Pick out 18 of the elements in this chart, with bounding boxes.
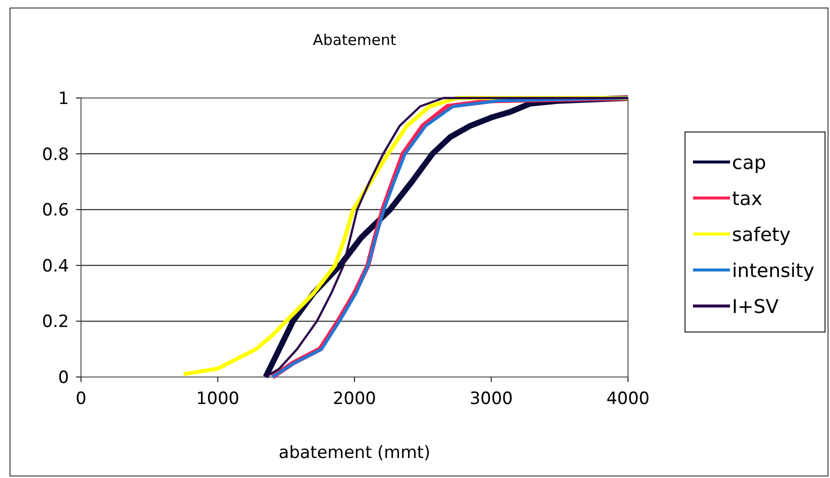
x-axis-title: abatement (mmt) (278, 443, 430, 463)
x-tick-label: 3000 (470, 389, 513, 409)
x-tick-label: 4000 (606, 389, 650, 409)
y-tick-label: 1 (58, 89, 69, 109)
legend-label: intensity (732, 260, 814, 282)
y-tick-label: 0.2 (42, 312, 69, 332)
y-tick-label: 0.4 (42, 256, 69, 276)
x-tick-label: 2000 (332, 389, 376, 409)
x-tick-label: 1000 (196, 389, 240, 409)
y-tick-label: 0 (58, 368, 69, 388)
x-tick-label: 0 (76, 389, 86, 409)
chart-title: Abatement (312, 31, 396, 49)
y-tick-label: 0.6 (42, 200, 69, 221)
legend-label: I+SV (732, 296, 779, 318)
legend-label: safety (732, 224, 791, 246)
legend-label: tax (732, 188, 762, 210)
legend-label: cap (732, 152, 766, 174)
y-tick-label: 0.8 (42, 144, 69, 165)
